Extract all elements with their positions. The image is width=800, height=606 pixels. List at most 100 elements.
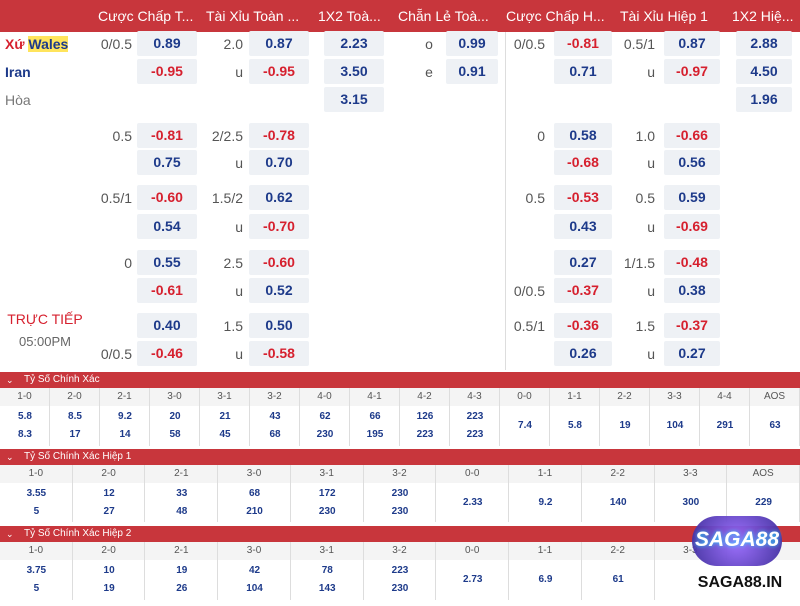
odds-cell[interactable]: -0.95 [249,59,309,84]
score-cell[interactable] [145,483,219,522]
score-odds[interactable]: 45 [219,429,231,440]
score-odds[interactable]: 2.33 [462,496,483,508]
score-odds[interactable]: 291 [716,420,734,431]
score-odds[interactable]: 17 [69,429,81,440]
score-odds[interactable]: 104 [246,583,263,594]
score-cell[interactable] [500,406,550,446]
score-cell[interactable] [145,560,219,600]
score-cell[interactable] [727,483,800,522]
score-odds[interactable]: 42 [248,565,261,576]
score-cell[interactable] [450,406,500,446]
score-odds[interactable]: 104 [666,420,684,431]
odds-cell[interactable]: 0.71 [554,59,612,84]
odds-cell[interactable]: 2.88 [736,31,792,56]
score-odds[interactable]: 63 [769,420,781,431]
score-odds[interactable]: 61 [612,574,624,585]
odds-cell[interactable]: 0.87 [249,31,309,56]
odds-cell[interactable]: -0.46 [137,341,197,366]
score-cell[interactable] [650,406,700,446]
score-odds[interactable]: 26 [176,583,188,594]
score-odds[interactable]: 229 [755,496,772,508]
score-odds[interactable]: 3.75 [26,565,47,576]
score-odds[interactable]: 8.5 [68,411,82,422]
odds-cell[interactable]: -0.95 [137,59,197,84]
odds-cell[interactable]: -0.48 [664,250,720,275]
score-odds[interactable]: 5.8 [568,420,582,431]
odds-cell[interactable]: 0.87 [664,31,720,56]
score-odds[interactable]: 14 [119,429,131,440]
odds-cell[interactable]: 3.15 [324,87,384,112]
odds-cell[interactable]: -0.60 [249,250,309,275]
score-odds[interactable]: 6.9 [538,574,553,585]
score-odds[interactable]: 230 [316,429,334,440]
odds-cell[interactable]: 0.91 [446,59,498,84]
score-odds[interactable]: 12 [103,488,115,499]
score-cell[interactable] [73,483,146,522]
odds-cell[interactable]: 0.52 [249,278,309,303]
score-odds[interactable]: 230 [391,583,409,594]
score-cell[interactable] [0,483,73,522]
score-cell[interactable] [700,406,750,446]
odds-cell[interactable]: -0.61 [137,278,197,303]
odds-cell[interactable]: -0.81 [554,31,612,56]
score-odds[interactable]: 5 [33,583,40,594]
score-cell[interactable] [218,560,291,600]
score-odds[interactable]: 19 [176,565,188,576]
score-odds[interactable]: 78 [321,565,333,576]
score-odds[interactable]: 8.3 [18,429,32,440]
score-odds[interactable]: 62 [319,411,331,422]
odds-cell[interactable]: -0.66 [664,123,720,148]
odds-cell[interactable]: 0.27 [664,341,720,366]
score-odds[interactable]: 140 [609,496,627,508]
score-cell[interactable] [0,560,73,600]
score-odds[interactable]: 20 [169,411,181,422]
odds-cell[interactable]: 3.50 [324,59,384,84]
score-odds[interactable]: 48 [176,506,188,517]
odds-cell[interactable]: 0.59 [664,185,720,210]
odds-cell[interactable]: 4.50 [736,59,792,84]
odds-cell[interactable]: 0.54 [137,214,197,239]
score-odds[interactable]: 172 [318,488,336,499]
odds-cell[interactable]: -0.58 [249,341,309,366]
odds-cell[interactable]: 0.99 [446,31,498,56]
score-odds[interactable]: 2.73 [462,574,483,585]
score-odds[interactable]: 9.2 [538,496,553,508]
odds-cell[interactable]: -0.53 [554,185,612,210]
score-cell[interactable] [300,406,350,446]
score-odds[interactable]: 230 [391,506,409,517]
odds-cell[interactable]: -0.68 [554,150,612,175]
score-odds[interactable]: 43 [269,411,281,422]
score-cell[interactable] [218,483,291,522]
odds-cell[interactable]: 1.96 [736,87,792,112]
odds-cell[interactable]: -0.37 [554,278,612,303]
odds-cell[interactable]: 0.43 [554,214,612,239]
score-odds[interactable]: 27 [103,506,115,517]
score-odds[interactable]: 5 [33,506,40,517]
score-odds[interactable]: 58 [169,429,181,440]
odds-cell[interactable]: 0.58 [554,123,612,148]
odds-cell[interactable]: 0.70 [249,150,309,175]
score-cell[interactable] [291,483,364,522]
score-odds[interactable]: 33 [176,488,188,499]
score-cell[interactable] [400,406,450,446]
score-odds[interactable]: 5.8 [18,411,32,422]
score-odds[interactable]: 210 [246,506,263,517]
score-cell[interactable] [364,483,437,522]
odds-cell[interactable]: 2.23 [324,31,384,56]
score-cell[interactable] [291,560,364,600]
score-cell[interactable] [100,406,150,446]
odds-cell[interactable]: 0.62 [249,185,309,210]
score-cell[interactable] [364,560,437,600]
odds-cell[interactable]: -0.36 [554,313,612,338]
score-cell[interactable] [73,560,146,600]
score-cell[interactable] [250,406,300,446]
score-odds[interactable]: 68 [269,429,281,440]
odds-cell[interactable]: -0.60 [137,185,197,210]
score-odds[interactable]: 21 [219,411,231,422]
score-cell[interactable] [509,483,582,522]
score-cell[interactable] [200,406,250,446]
score-odds[interactable]: 9.2 [118,411,132,422]
score-odds[interactable]: 68 [248,488,261,499]
score-odds[interactable]: 195 [366,429,384,440]
odds-cell[interactable]: 0.55 [137,250,197,275]
